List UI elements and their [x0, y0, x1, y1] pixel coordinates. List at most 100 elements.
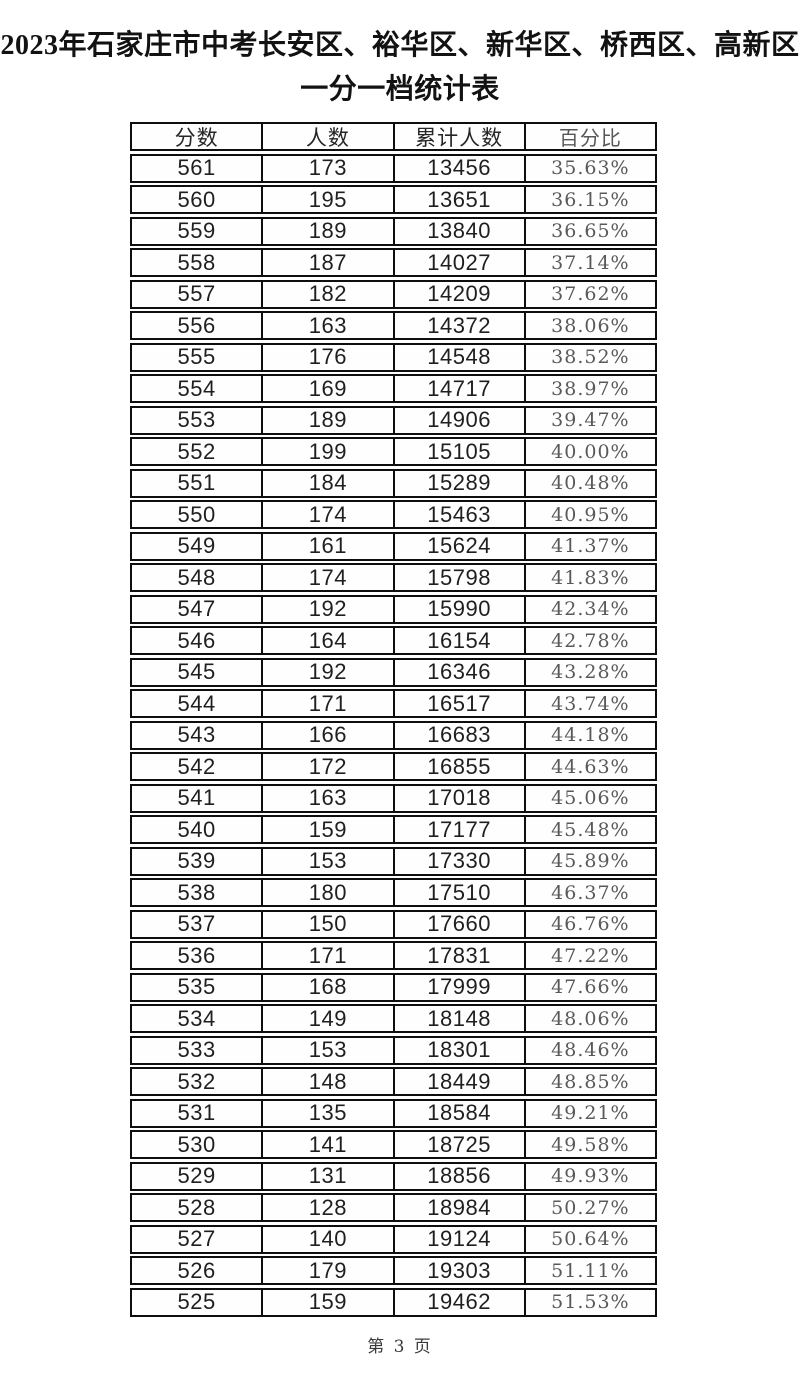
percent-cell: 38.97%	[523, 376, 655, 401]
percent-cell: 50.64%	[523, 1226, 655, 1252]
table-row: 529 131 18856 49.93%	[130, 1161, 657, 1191]
cumulative-cell: 16346	[392, 659, 524, 685]
table-header-row: 分数 人数 累计人数 百分比	[130, 122, 657, 151]
cumulative-cell: 18584	[392, 1100, 524, 1126]
count-cell: 166	[261, 722, 392, 748]
cumulative-cell: 13840	[392, 218, 524, 244]
cumulative-cell: 15105	[392, 439, 524, 464]
score-cell: 551	[177, 470, 216, 496]
score-cell: 525	[177, 1289, 216, 1315]
cumulative-cell: 18984	[392, 1195, 524, 1220]
score-cell: 558	[177, 250, 216, 275]
column-header-cumulative: 累计人数	[392, 124, 524, 149]
count-cell: 199	[261, 439, 392, 464]
cumulative-cell: 15798	[392, 565, 524, 590]
table-row: 546 164 16154 42.78%	[130, 626, 657, 655]
score-cell: 532	[177, 1069, 216, 1094]
cumulative-cell: 17330	[392, 848, 524, 874]
page-title-line2: 一分一档统计表	[300, 74, 500, 105]
score-cell: 540	[177, 817, 216, 842]
cumulative-cell: 18725	[392, 1132, 524, 1157]
table-row: 533 153 18301 48.46%	[130, 1035, 657, 1065]
table-row: 556 163 14372 38.06%	[130, 311, 657, 340]
count-cell: 161	[261, 533, 392, 559]
score-cell: 545	[177, 659, 216, 685]
count-cell: 174	[261, 565, 392, 590]
score-cell: 560	[177, 187, 216, 212]
table-row: 554 169 14717 38.97%	[130, 374, 657, 403]
table-row: 540 159 17177 45.48%	[130, 815, 657, 844]
cumulative-cell: 14372	[392, 313, 524, 338]
table-row: 528 128 18984 50.27%	[130, 1193, 657, 1222]
score-cell: 530	[177, 1132, 216, 1157]
table-row: 545 192 16346 43.28%	[130, 657, 657, 687]
percent-cell: 37.62%	[523, 281, 655, 307]
cumulative-cell: 17510	[392, 880, 524, 905]
percent-cell: 38.52%	[523, 344, 655, 370]
percent-cell: 45.48%	[523, 817, 655, 842]
percent-cell: 43.74%	[523, 691, 655, 716]
table-row: 539 153 17330 45.89%	[130, 846, 657, 876]
percent-cell: 49.21%	[523, 1100, 655, 1126]
page-title-line1: 2023年石家庄市中考长安区、裕华区、新华区、桥西区、高新区	[0, 30, 800, 61]
cumulative-cell: 15463	[392, 502, 524, 527]
cumulative-cell: 16154	[392, 628, 524, 653]
count-cell: 180	[261, 880, 392, 905]
cumulative-cell: 17018	[392, 785, 524, 811]
cumulative-cell: 16855	[392, 754, 524, 779]
table-row: 532 148 18449 48.85%	[130, 1067, 657, 1096]
count-cell: 173	[261, 155, 392, 181]
percent-cell: 48.06%	[523, 1006, 655, 1031]
score-cell: 536	[177, 943, 216, 968]
score-cell: 546	[177, 628, 216, 653]
count-cell: 192	[261, 596, 392, 622]
score-cell: 541	[177, 785, 216, 811]
table-row: 531 135 18584 49.21%	[130, 1098, 657, 1128]
score-cell: 556	[177, 313, 216, 338]
table-row: 534 149 18148 48.06%	[130, 1004, 657, 1033]
table-row: 536 171 17831 47.22%	[130, 941, 657, 970]
cumulative-cell: 14027	[392, 250, 524, 275]
column-header-score: 分数	[174, 126, 219, 150]
cumulative-cell: 18856	[392, 1163, 524, 1189]
percent-cell: 37.14%	[523, 250, 655, 275]
column-header-count: 人数	[261, 124, 392, 149]
percent-cell: 40.48%	[523, 470, 655, 496]
count-cell: 131	[261, 1163, 392, 1189]
score-cell: 533	[177, 1037, 216, 1063]
table-row: 538 180 17510 46.37%	[130, 878, 657, 907]
count-cell: 159	[261, 817, 392, 842]
cumulative-cell: 16683	[392, 722, 524, 748]
table-row: 561 173 13456 35.63%	[130, 153, 657, 183]
score-cell: 550	[177, 502, 216, 527]
percent-cell: 42.34%	[523, 596, 655, 622]
score-cell: 554	[177, 376, 216, 401]
count-cell: 135	[261, 1100, 392, 1126]
cumulative-cell: 17831	[392, 943, 524, 968]
cumulative-cell: 13651	[392, 187, 524, 212]
score-cell: 542	[177, 754, 216, 779]
percent-cell: 45.89%	[523, 848, 655, 874]
score-cell: 557	[177, 281, 216, 307]
table-body: 561 173 13456 35.63% 560 195 13651 36.15…	[130, 153, 657, 1317]
count-cell: 163	[261, 313, 392, 338]
count-cell: 187	[261, 250, 392, 275]
cumulative-cell: 18449	[392, 1069, 524, 1094]
count-cell: 149	[261, 1006, 392, 1031]
percent-cell: 43.28%	[523, 659, 655, 685]
count-cell: 172	[261, 754, 392, 779]
score-cell: 548	[177, 565, 216, 590]
percent-cell: 49.93%	[523, 1163, 655, 1189]
percent-cell: 46.37%	[523, 880, 655, 905]
table-row: 541 163 17018 45.06%	[130, 783, 657, 813]
count-cell: 140	[261, 1226, 392, 1252]
score-cell: 528	[177, 1195, 216, 1220]
count-cell: 179	[261, 1258, 392, 1283]
percent-cell: 36.15%	[523, 187, 655, 212]
percent-cell: 40.95%	[523, 502, 655, 527]
score-cell: 537	[177, 911, 216, 937]
table-row: 527 140 19124 50.64%	[130, 1224, 657, 1254]
cumulative-cell: 19462	[392, 1289, 524, 1315]
percent-cell: 48.46%	[523, 1037, 655, 1063]
